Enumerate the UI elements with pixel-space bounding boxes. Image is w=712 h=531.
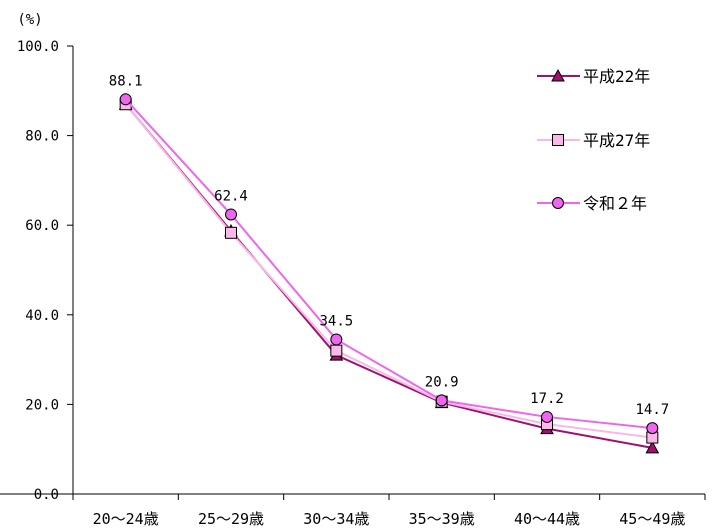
data-point-triangle (645, 440, 660, 454)
data-label: 14.7 (635, 402, 669, 418)
data-labels: 88.1 62.4 34.5 20.9 17.2 14.7 (109, 73, 669, 418)
y-tick-label: 40.0 (25, 308, 59, 324)
y-tick-label: 100.0 (17, 39, 59, 55)
data-label: 17.2 (530, 391, 564, 407)
data-point-circle (225, 208, 237, 221)
series-line (124, 98, 653, 430)
legend-marker-circle (552, 197, 564, 209)
data-point-square (330, 344, 343, 357)
axes (0, 46, 705, 495)
data-point-circle (330, 333, 343, 346)
y-tick-label: 0.0 (34, 487, 59, 503)
y-axis-unit-label: (%) (17, 12, 42, 28)
series-triangle (118, 97, 660, 454)
x-axis-ticks: 20～24歳 25～29歳 30～34歳 35～39歳 40～44歳 45～49歳 (72, 494, 706, 528)
series-line (124, 103, 653, 439)
series-layer (118, 93, 660, 454)
x-tick-label: 25～29歳 (198, 510, 264, 528)
data-point-square (225, 226, 237, 239)
data-label: 62.4 (214, 188, 248, 204)
series-circle (119, 93, 659, 435)
legend-item: 平成22年 (537, 67, 650, 86)
series-square (119, 98, 659, 444)
data-point-circle (435, 394, 448, 407)
data-point-circle (541, 410, 553, 423)
series-line (124, 103, 653, 449)
legend-marker-triangle (551, 68, 565, 82)
x-tick-label: 20～24歳 (93, 510, 159, 528)
data-label: 88.1 (109, 73, 143, 89)
legend-label: 令和２年 (583, 194, 647, 213)
y-tick-label: 20.0 (25, 397, 59, 413)
y-tick-label: 60.0 (25, 218, 59, 234)
data-label: 20.9 (425, 374, 459, 390)
legend-marker-square (552, 134, 564, 146)
x-tick-label: 30～34歳 (303, 510, 369, 528)
x-tick-label: 40～44歳 (514, 510, 580, 528)
legend-label: 平成22年 (583, 67, 650, 86)
legend-item: 令和２年 (537, 194, 647, 213)
legend-item: 平成27年 (537, 131, 650, 150)
data-point-circle (646, 422, 659, 435)
x-tick-label: 35～39歳 (409, 510, 475, 528)
y-tick-label: 80.0 (25, 129, 59, 145)
data-label: 34.5 (319, 313, 353, 329)
legend-label: 平成27年 (583, 131, 650, 150)
x-tick-label: 45～49歳 (619, 510, 685, 528)
y-axis-ticks: 0.0 20.0 40.0 60.0 80.0 100.0 (17, 39, 73, 503)
data-point-circle (119, 93, 132, 106)
